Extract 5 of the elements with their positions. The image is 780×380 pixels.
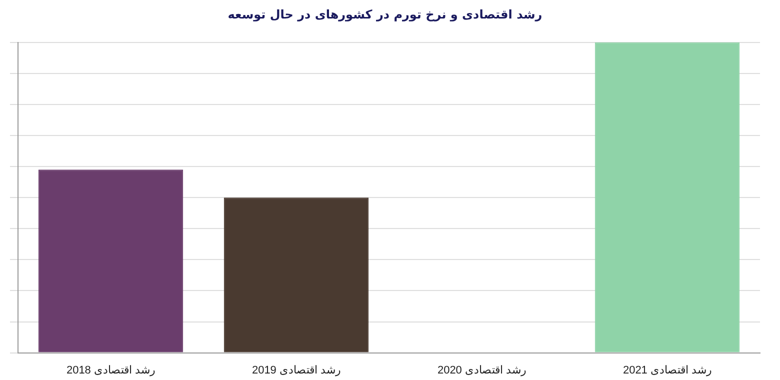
- x-tick-label: رشد اقتصادی 2020: [437, 364, 526, 376]
- x-tick-label: رشد اقتصادی 2019: [252, 364, 341, 376]
- chart-title: رشد اقتصادی و نرخ تورم در کشورهای در حال توسعه: [228, 7, 542, 22]
- x-tick-label: رشد اقتصادی 2018: [66, 364, 156, 376]
- x-tick-label: رشد اقتصادی 2021: [622, 364, 712, 376]
